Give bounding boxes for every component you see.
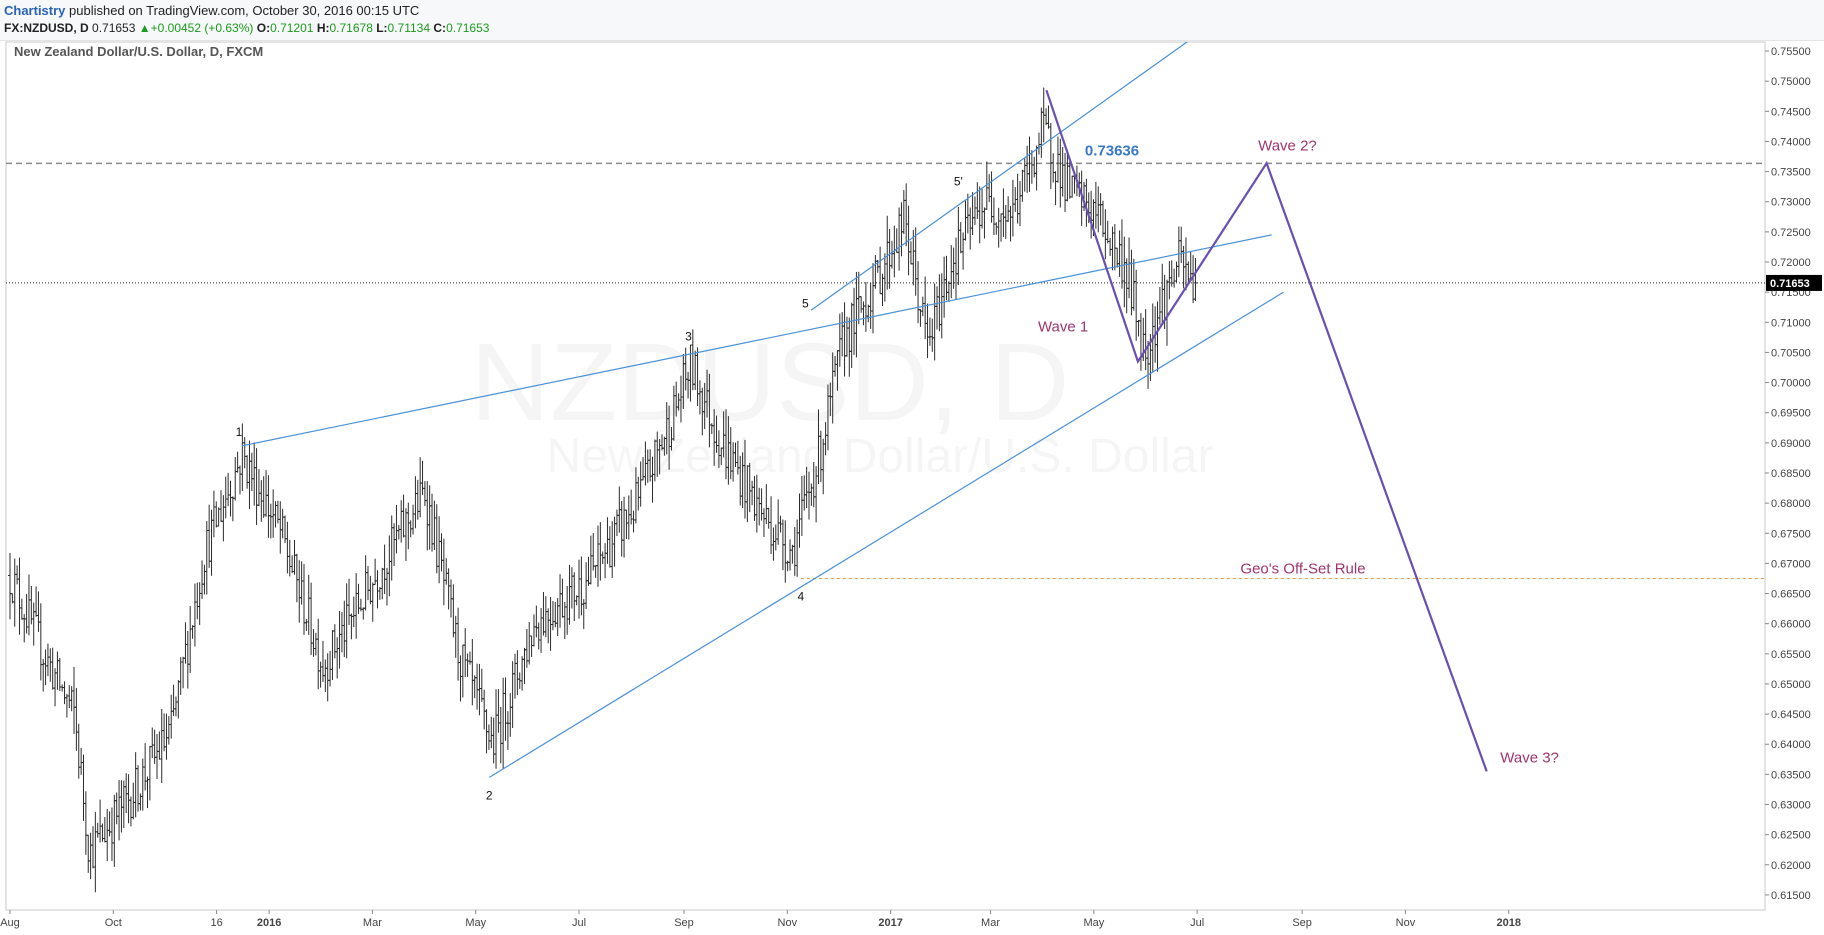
wave-annotation: Wave 1: [1038, 318, 1088, 335]
y-tick-label: 0.67500: [1771, 528, 1811, 540]
x-tick-label: Jul: [1190, 917, 1204, 929]
y-tick-label: 0.69500: [1771, 408, 1811, 420]
y-tick-label: 0.65000: [1771, 679, 1811, 691]
y-tick-label: 0.63000: [1771, 800, 1811, 812]
x-tick-label: Oct: [105, 917, 122, 929]
y-tick-label: 0.62500: [1771, 830, 1811, 842]
y-tick-label: 0.68000: [1771, 498, 1811, 510]
last-price: 0.71653: [92, 21, 136, 35]
trendline: [241, 234, 1272, 447]
price-axis[interactable]: 0.75500 0.75000 0.74500 0.74000 0.73500 0.730…: [1765, 46, 1811, 902]
time-axis[interactable]: Aug Oct 16 2016 Mar May Jul Sep Nov 2017 Mar May Jul…: [0, 910, 1521, 929]
y-tick-label: 0.75500: [1771, 46, 1811, 58]
trendline: [810, 41, 1188, 311]
y-tick-label: 0.73500: [1771, 167, 1811, 179]
x-tick-label: Nov: [778, 917, 798, 929]
y-tick-label: 0.65500: [1771, 649, 1811, 661]
wave-count-label: 2: [486, 788, 493, 802]
wave-annotation: Wave 3?: [1500, 749, 1559, 766]
x-tick-label: Nov: [1396, 917, 1416, 929]
publish-line: Chartistry published on TradingView.com,…: [4, 3, 419, 18]
author-link[interactable]: Chartistry: [4, 3, 66, 18]
y-tick-label: 0.71000: [1771, 317, 1811, 329]
wave-projection-path[interactable]: [1045, 89, 1488, 772]
y-tick-label: 0.75000: [1771, 76, 1811, 88]
symbol-label[interactable]: FX:NZDUSD, D: [4, 21, 89, 35]
x-tick-label: Sep: [674, 917, 694, 929]
y-tick-label: 0.61500: [1771, 890, 1811, 902]
y-tick-label: 0.66500: [1771, 589, 1811, 601]
quote-line: FX:NZDUSD, D 0.71653 ▲+0.00452 (+0.63%) …: [4, 21, 489, 35]
x-tick-label: Aug: [0, 917, 20, 929]
x-tick-label: 2018: [1497, 917, 1521, 929]
y-tick-label: 0.68500: [1771, 468, 1811, 480]
up-arrow-icon: ▲: [138, 21, 151, 35]
published-text: published on TradingView.com, October 30…: [69, 3, 420, 18]
y-tick-label: 0.74500: [1771, 106, 1811, 118]
trend-channel-lines[interactable]: [241, 41, 1284, 778]
y-tick-label: 0.74000: [1771, 136, 1811, 148]
y-tick-label: 0.63500: [1771, 769, 1811, 781]
plot-area[interactable]: [5, 41, 1766, 911]
x-tick-label: May: [465, 917, 486, 929]
y-tick-label: 0.70500: [1771, 347, 1811, 359]
low-value: 0.71134: [387, 21, 431, 35]
x-tick-label: Sep: [1292, 917, 1312, 929]
open-value: 0.71201: [270, 21, 314, 35]
watermark-name: New Zealand Dollar/U.S. Dollar: [547, 430, 1214, 483]
horizontal-levels: 0.73636 Geo's Off-Set Rule: [6, 142, 1765, 579]
wave-count-labels: 1 2 3 4 5 5': [236, 175, 963, 803]
wave-path-line: [1045, 89, 1488, 772]
resistance-label: 0.73636: [1085, 142, 1139, 159]
x-tick-label: Jul: [572, 917, 586, 929]
wave-count-label: 5: [802, 296, 809, 310]
x-tick-label: May: [1083, 917, 1104, 929]
y-tick-label: 0.73000: [1771, 197, 1811, 209]
chart-title: New Zealand Dollar/U.S. Dollar, D, FXCM: [14, 44, 263, 59]
last-price-badge: 0.71653: [1766, 274, 1822, 291]
x-tick-label: 2016: [257, 917, 281, 929]
wave-annotation: Wave 2?: [1258, 138, 1317, 155]
wave-count-label: 4: [798, 589, 805, 603]
offset-rule-label: Geo's Off-Set Rule: [1240, 560, 1365, 577]
watermark-symbol: NZDUSD, D: [471, 321, 1070, 444]
wave-annotations: Wave 1 Wave 2? Wave 3?: [1038, 138, 1559, 767]
y-tick-label: 0.70000: [1771, 378, 1811, 390]
price-change: +0.00452 (+0.63%): [150, 21, 254, 35]
high-value: 0.71678: [329, 21, 373, 35]
trendline: [488, 291, 1284, 778]
open-label: O:: [256, 21, 271, 35]
close-label: C:: [433, 21, 447, 35]
y-tick-label: 0.62000: [1771, 860, 1811, 872]
y-tick-label: 0.72500: [1771, 227, 1811, 239]
y-tick-label: 0.72000: [1771, 257, 1811, 269]
wave-count-label: 1: [236, 425, 243, 439]
high-label: H:: [316, 21, 330, 35]
x-tick-label: 2017: [878, 917, 902, 929]
price-chart[interactable]: NZDUSD, D New Zealand Dollar/U.S. Dollar…: [0, 40, 1824, 935]
wave-count-label: 3: [685, 330, 692, 344]
y-tick-label: 0.69000: [1771, 438, 1811, 450]
x-tick-label: 16: [210, 917, 222, 929]
close-value: 0.71653: [446, 21, 490, 35]
y-tick-label: 0.67000: [1771, 558, 1811, 570]
price-badge-bg: [1766, 274, 1822, 291]
low-label: L:: [376, 21, 388, 35]
y-tick-label: 0.66000: [1771, 619, 1811, 631]
wave-count-label: 5': [954, 175, 963, 189]
y-tick-label: 0.64500: [1771, 709, 1811, 721]
chart-header: Chartistry published on TradingView.com,…: [0, 0, 1824, 41]
y-tick-label: 0.64000: [1771, 739, 1811, 751]
ohlc-bar: [1193, 257, 1198, 301]
price-badge-text: 0.71653: [1770, 278, 1810, 290]
x-tick-label: Mar: [363, 917, 382, 929]
x-tick-label: Mar: [981, 917, 1000, 929]
